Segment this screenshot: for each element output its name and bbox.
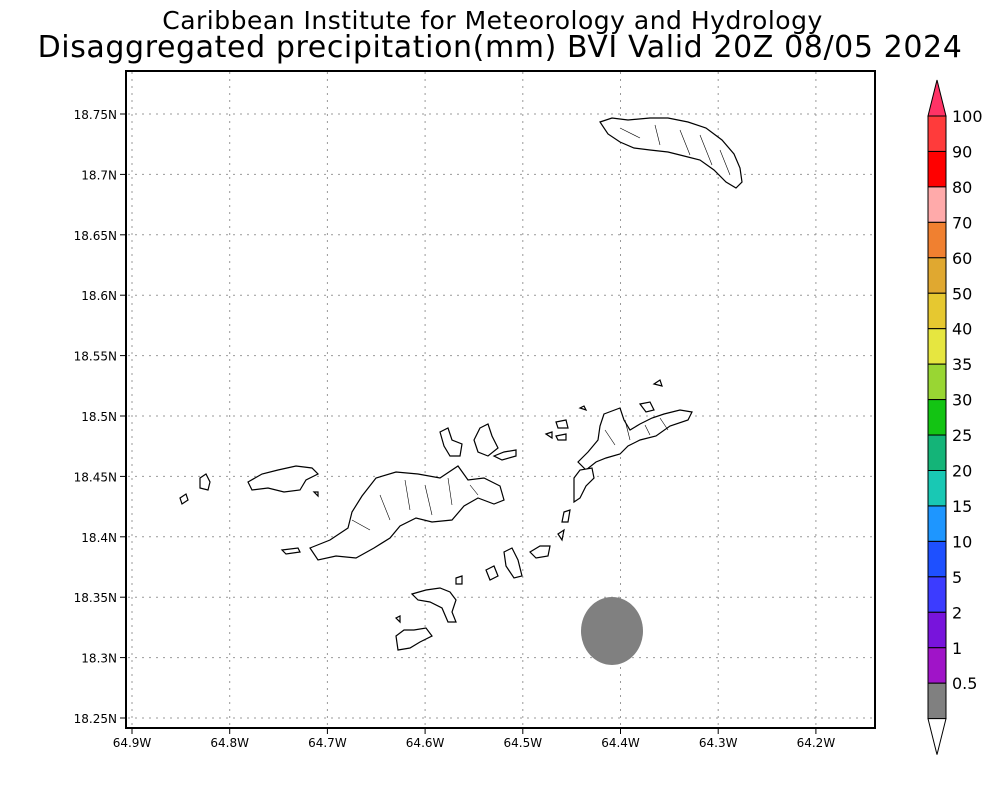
colorbar-label: 35: [952, 355, 972, 374]
colorbar-segment: [927, 150, 947, 188]
colorbar-top-arrow: [927, 79, 947, 117]
lon-tick-label: 64.6W: [406, 736, 445, 750]
lat-tick-label: 18.25N: [74, 712, 117, 726]
colorbar-segment: [927, 257, 947, 294]
colorbar-label: 5: [952, 568, 962, 587]
colorbar-segment: [927, 611, 947, 649]
colorbar-label: 100: [952, 107, 983, 126]
colorbar-segment: [927, 647, 947, 684]
colorbar-label: 1: [952, 639, 962, 658]
colorbar-label: 70: [952, 213, 972, 232]
lat-tick-label: 18.3N: [81, 652, 117, 666]
colorbar-segment: [927, 470, 947, 507]
legend-colorbar: 100 90 80 70 60 50 40 35 30 25 20 15 10 5 2 1 0.5: [927, 79, 983, 755]
colorbar-segment: [927, 434, 947, 471]
colorbar-label: 0.5: [952, 674, 977, 693]
colorbar-label: 30: [952, 391, 972, 410]
lon-tick-label: 64.3W: [699, 736, 738, 750]
colorbar-label: 40: [952, 320, 972, 339]
lon-tick-label: 64.7W: [308, 736, 347, 750]
lon-tick-labels: 64.9W 64.8W 64.7W 64.6W 64.5W 64.4W 64.3W 64.2W: [113, 728, 836, 750]
colorbar-bottom-arrow: [927, 718, 947, 755]
colorbar-segment: [927, 540, 947, 578]
colorbar-segment: [927, 115, 947, 152]
lat-tick-label: 18.45N: [74, 470, 117, 484]
colorbar-label: 25: [952, 426, 972, 445]
lat-tick-label: 18.7N: [81, 168, 117, 182]
island-jost-van-dyke: [247, 465, 320, 493]
map-frame: [125, 70, 876, 729]
lat-tick-labels: 18.75N 18.7N 18.65N 18.6N 18.55N 18.5N 18.45N 1…: [74, 108, 126, 726]
colorbar-segment: [927, 682, 947, 720]
lon-tick-label: 64.2W: [797, 736, 836, 750]
colorbar-label: 20: [952, 462, 972, 481]
lat-tick-label: 18.55N: [74, 350, 117, 364]
lat-tick-label: 18.75N: [74, 108, 117, 122]
islands: [179, 117, 743, 651]
colorbar-label: 10: [952, 532, 972, 551]
colorbar-segment: [927, 186, 947, 223]
precip-area: [581, 597, 643, 665]
lon-tick-label: 64.5W: [504, 736, 543, 750]
product-title: Disaggregated precipitation(mm) BVI Vali…: [37, 30, 963, 65]
colorbar-label: 50: [952, 284, 972, 303]
institute-title: Caribbean Institute for Meteorology and …: [162, 6, 823, 35]
colorbar-segment: [927, 576, 947, 613]
lon-tick-label: 64.8W: [210, 736, 249, 750]
lat-tick-label: 18.6N: [81, 289, 117, 303]
colorbar-segment: [927, 505, 947, 542]
colorbar-label: 90: [952, 142, 972, 161]
lon-tick-label: 64.4W: [601, 736, 640, 750]
lat-tick-label: 18.5N: [81, 410, 117, 424]
colorbar-segment: [927, 399, 947, 436]
colorbar-segment: [927, 292, 947, 330]
colorbar-label: 15: [952, 497, 972, 516]
colorbar-segment: [927, 363, 947, 401]
lat-tick-label: 18.65N: [74, 229, 117, 243]
lon-tick-label: 64.9W: [113, 736, 152, 750]
lat-tick-label: 18.4N: [81, 531, 117, 545]
island-virgin-gorda: [577, 407, 693, 471]
colorbar-label: 2: [952, 603, 962, 622]
colorbar-label: 80: [952, 178, 972, 197]
island-tortola: [309, 465, 505, 561]
colorbar-segment: [927, 221, 947, 259]
map-grid: [128, 72, 874, 727]
colorbar-label: 60: [952, 249, 972, 268]
colorbar-segment: [927, 328, 947, 365]
lat-tick-label: 18.35N: [74, 591, 117, 605]
